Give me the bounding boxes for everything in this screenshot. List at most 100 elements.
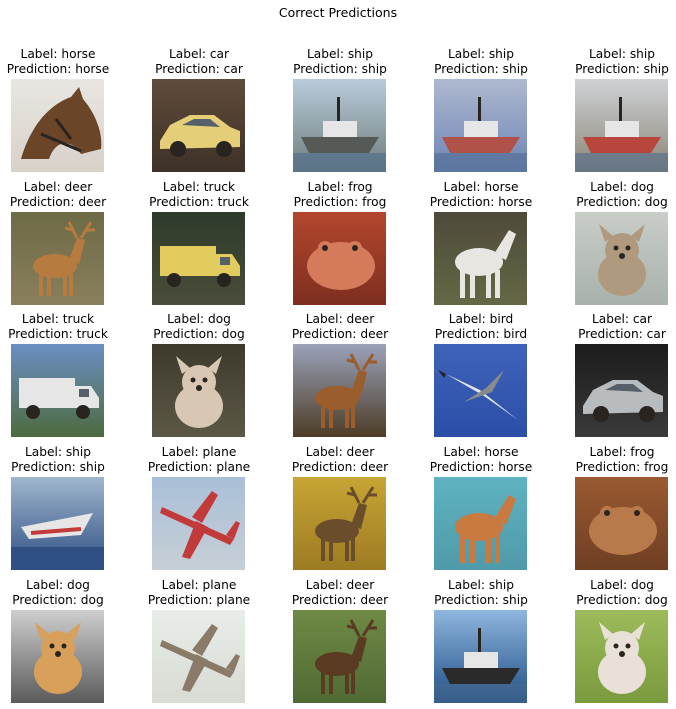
deer-icon (315, 486, 377, 561)
cell-label: Label: bird (448, 312, 514, 326)
cell-label: Label: plane (161, 578, 237, 592)
cell-image (434, 477, 527, 570)
cell-label: Label: dog (26, 578, 90, 592)
prediction-cell: Label: deer Prediction: deer (270, 578, 410, 703)
prediction-cell: Label: truck Prediction: truck (0, 312, 128, 437)
cell-image (11, 79, 104, 172)
boat-icon (575, 97, 668, 172)
plane-icon (160, 624, 240, 692)
cell-label: Label: dog (167, 312, 231, 326)
cell-prediction: Prediction: frog (575, 460, 669, 474)
cell-image (575, 212, 668, 305)
cell-prediction: Prediction: ship (11, 460, 105, 474)
prediction-cell: Label: horse Prediction: horse (411, 445, 551, 570)
prediction-cell: Label: dog Prediction: dog (129, 312, 269, 437)
deer-icon (33, 221, 95, 296)
cell-prediction: Prediction: car (155, 62, 243, 76)
cell-label: Label: frog (307, 180, 373, 194)
prediction-cell: Label: car Prediction: car (129, 47, 269, 172)
cell-label: Label: car (591, 312, 653, 326)
cell-prediction: Prediction: ship (434, 62, 528, 76)
cell-image (11, 212, 104, 305)
cell-label: Label: ship (447, 578, 515, 592)
cell-prediction: Prediction: frog (293, 195, 387, 209)
cell-image (434, 212, 527, 305)
cell-label: Label: truck (162, 180, 236, 194)
prediction-cell: Label: ship Prediction: ship (552, 47, 676, 172)
cell-image (293, 477, 386, 570)
cell-image (152, 610, 245, 703)
prediction-cell: Label: frog Prediction: frog (552, 445, 676, 570)
cell-label: Label: deer (305, 445, 375, 459)
cell-prediction: Prediction: ship (293, 62, 387, 76)
prediction-cell: Label: dog Prediction: dog (552, 578, 676, 703)
cell-prediction: Prediction: dog (576, 195, 668, 209)
deer-icon (315, 353, 377, 428)
cell-prediction: Prediction: dog (153, 327, 245, 341)
cell-image (575, 610, 668, 703)
cell-label: Label: frog (589, 445, 655, 459)
cell-prediction: Prediction: dog (12, 593, 104, 607)
dog-icon (598, 224, 646, 296)
cell-prediction: Prediction: horse (429, 460, 533, 474)
prediction-cell: Label: dog Prediction: dog (0, 578, 128, 703)
cell-label: Label: ship (24, 445, 92, 459)
cell-prediction: Prediction: deer (291, 593, 389, 607)
dog-icon (598, 622, 646, 694)
cell-label: Label: dog (590, 180, 654, 194)
cell-prediction: Prediction: plane (147, 460, 251, 474)
cell-label: Label: deer (305, 312, 375, 326)
cell-image (293, 79, 386, 172)
horse-icon (455, 230, 516, 298)
cell-label: Label: dog (590, 578, 654, 592)
prediction-cell: Label: ship Prediction: ship (411, 578, 551, 703)
cell-image (11, 344, 104, 437)
cell-prediction: Prediction: horse (429, 195, 533, 209)
cell-image (293, 610, 386, 703)
prediction-cell: Label: deer Prediction: deer (270, 445, 410, 570)
prediction-cell: Label: plane Prediction: plane (129, 578, 269, 703)
cell-label: Label: truck (21, 312, 95, 326)
cell-image (11, 477, 104, 570)
cell-label: Label: plane (161, 445, 237, 459)
cell-image (434, 79, 527, 172)
cell-image (293, 344, 386, 437)
truck-icon (19, 378, 99, 419)
dog-icon (34, 622, 82, 694)
prediction-cell: Label: truck Prediction: truck (129, 180, 269, 305)
cell-prediction: Prediction: ship (575, 62, 669, 76)
car-icon (583, 380, 663, 422)
prediction-cell: Label: ship Prediction: ship (270, 47, 410, 172)
yellow-car-icon (160, 115, 240, 157)
cell-label: Label: ship (306, 47, 374, 61)
cell-label: Label: horse (443, 180, 519, 194)
cell-image (152, 477, 245, 570)
bird-icon (438, 370, 518, 420)
cell-label: Label: car (168, 47, 230, 61)
figure-title: Correct Predictions (278, 5, 398, 20)
prediction-cell: Label: ship Prediction: ship (411, 47, 551, 172)
cell-label: Label: deer (23, 180, 93, 194)
cell-image (11, 610, 104, 703)
prediction-cell: Label: deer Prediction: deer (270, 312, 410, 437)
cell-image (575, 79, 668, 172)
speedboat-icon (11, 513, 104, 570)
prediction-cell: Label: ship Prediction: ship (0, 445, 128, 570)
cell-image (575, 344, 668, 437)
cell-label: Label: ship (447, 47, 515, 61)
cell-image (152, 212, 245, 305)
moose-icon (315, 619, 377, 694)
prediction-cell: Label: horse Prediction: horse (0, 47, 128, 172)
cell-label: Label: deer (305, 578, 375, 592)
cell-prediction: Prediction: ship (434, 593, 528, 607)
prediction-cell: Label: car Prediction: car (552, 312, 676, 437)
cell-prediction: Prediction: truck (8, 327, 108, 341)
plane-icon (160, 491, 240, 559)
boat-icon (293, 97, 386, 172)
prediction-cell: Label: bird Prediction: bird (411, 312, 551, 437)
frog-icon (307, 241, 375, 290)
prediction-cell: Label: plane Prediction: plane (129, 445, 269, 570)
cell-label: Label: ship (588, 47, 656, 61)
truck-icon (160, 246, 240, 287)
cell-image (152, 79, 245, 172)
